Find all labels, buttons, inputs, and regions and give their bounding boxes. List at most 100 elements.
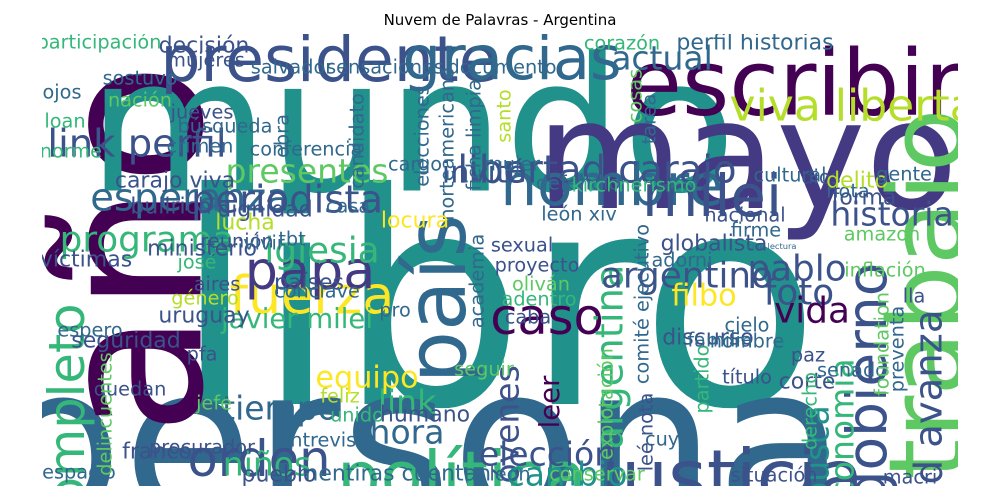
word-argentino: argentino [601,256,773,297]
word-tbt: tbt [278,228,306,251]
word-forma: forma [832,186,897,211]
word-hora: hora [370,413,445,452]
word-seguridad: seguridad [71,329,180,354]
word-vivir: vivir [243,232,285,255]
word-preventa: preventa [886,306,909,392]
word-participación: participación [42,34,161,54]
word-derecho: derecho [799,372,822,450]
word-jueves: jueves [170,101,234,124]
word-gracias: gracias [402,34,621,94]
word-cielo: cielo [725,314,770,337]
word-jóvenes: jóvenes [488,365,527,486]
word-pueblo: pueblo [242,463,317,487]
word-corte: corte [779,370,836,395]
word-bullrich: bullrich [130,195,211,220]
word-humano: humano [380,403,470,428]
word-conservar: conservar [549,463,645,486]
word-periodista: periodista [191,178,383,223]
word-víctimas: víctimas [42,248,132,273]
word-política: política [337,437,587,486]
word-documento: documento [447,56,556,79]
word-club-lectura: club lectura [747,241,796,251]
word-cargo: cargo [388,153,442,176]
word-nacional: nacional [704,204,785,227]
word-busca: busca [798,405,837,486]
word-paz: paz [791,344,825,367]
word-invitó: invitó [442,156,526,191]
word-franco: franco [122,440,192,465]
word-link: link [378,383,437,422]
word-cultural: cultural [753,164,826,187]
word-búsqueda: búsqueda [178,115,273,138]
word-escribir: escribir [626,34,958,137]
word-quedan: quedan [94,378,167,401]
word-sensaciones: sensaciones [326,56,444,79]
word-mujer: mujer [484,153,540,176]
word-ojos: ojos [43,81,82,104]
word-cónclave: cónclave [274,280,360,303]
word-gobierno: gobierno [835,263,899,486]
word-inflación: inflación [844,259,926,282]
word-enorme: enorme [42,140,102,163]
word-reunión: reunión [200,230,273,253]
word-milei: milei [642,162,782,230]
word-procurador: procurador [149,436,255,459]
word-carajo-viva: carajo viva [115,169,235,194]
word-papa: papa [245,241,376,302]
word-seguir: seguir [454,358,514,381]
word-país: país [389,215,485,384]
word-adentro: adentro [502,288,577,311]
word-lla: lla [903,285,926,308]
word-lucha: lucha [215,211,275,236]
word-globalista: globalista [661,232,768,257]
word-género: género [171,287,238,310]
word-explotación: explotación [595,348,618,460]
word-programa: programa [60,220,235,261]
word-cosas: cosas [624,69,647,123]
word-nombre: nombre [710,330,784,353]
word-firme: firme [731,219,781,242]
word-mundo: mundo [88,34,736,235]
word-decisión: decisión [159,34,250,59]
word-josé: josé [176,251,216,274]
word-niños: niños [223,445,311,484]
word-argentina: argentina [588,264,633,449]
word-ficha-limpia: ficha limpia [463,79,486,191]
chart-title: Nuvem de Palavras - Argentina [383,11,617,29]
word-discurso: discurso [662,326,754,351]
word-unido: unido [330,404,384,427]
word-libro: libro [174,130,820,474]
word-esperanza: esperanza [90,176,290,221]
word-justicia: justicia [598,434,863,487]
word-equipo: equipo [315,361,418,396]
word-pfa: pfa [187,343,218,366]
word-tarea: tarea [638,94,661,145]
word-espacio: espacio [42,461,116,484]
word-mujeres: mujeres [167,49,245,72]
word-libertad-avanza: libertad avanza [907,310,952,486]
word-norteamericano: norteamericano [436,67,459,221]
word-situación: situación [731,464,818,487]
word-academia: academia [466,234,489,328]
word-macri: macri [883,466,937,487]
word-caso: caso [490,288,604,346]
word-sexual: sexual [491,234,553,257]
word-sostuvo: sostuvo [103,67,178,90]
word-entrevista: entrevista [278,429,375,452]
word-cuyo: cuyo [645,428,691,451]
word-jefe: jefe [195,392,232,415]
word-partido: partido [691,345,714,414]
word-león-xiv: león xiv [541,203,617,226]
word-defendió: defendió [536,172,620,195]
word-uruguay: uruguay [158,304,249,329]
word-foundation: foundation [871,292,894,396]
word-espero: espero [57,319,122,342]
word-senado: senado [817,359,887,382]
word-año: año [42,63,249,436]
word-dios: dios [801,166,840,189]
word-loan: loan [44,110,85,133]
word-salvador: salvador [251,56,333,79]
word-tiempo: tiempo [222,389,338,428]
word-delito: delito [826,169,888,194]
word-iglesia: iglesia [264,231,379,272]
